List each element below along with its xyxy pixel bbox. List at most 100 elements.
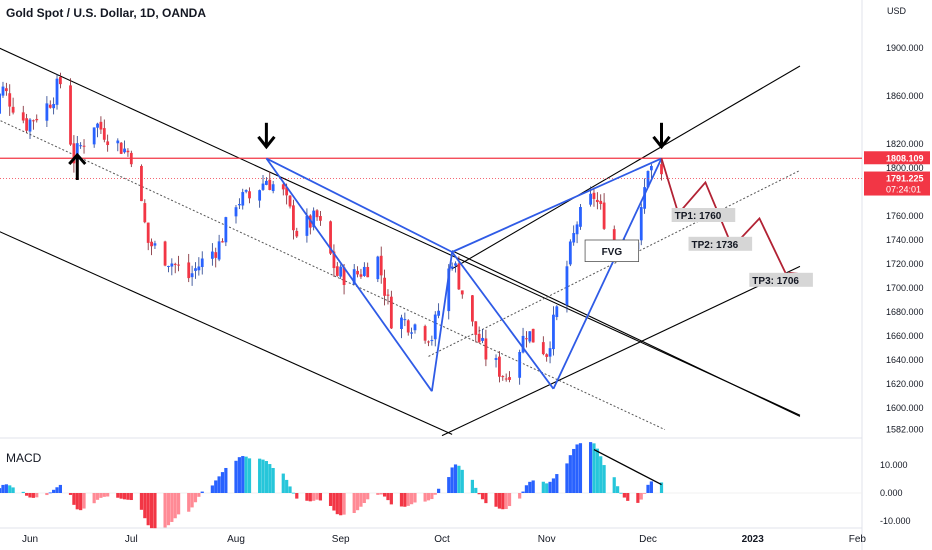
macd-histogram-bar: [25, 493, 29, 496]
y-tick-label: 1760.000: [886, 211, 924, 221]
candle-body: [646, 171, 650, 188]
trend-channel-line: [451, 250, 801, 417]
macd-histogram-bar: [518, 493, 522, 499]
candle-body: [552, 314, 555, 350]
candle-body: [376, 256, 380, 280]
candle-body: [457, 263, 461, 290]
macd-histogram-bar: [106, 493, 110, 497]
macd-histogram-bar: [501, 493, 505, 510]
macd-histogram-bar: [643, 493, 647, 494]
macd-histogram-bar: [494, 493, 498, 507]
current-price-label: 1791.225: [886, 174, 924, 184]
candle-body: [525, 338, 528, 340]
y-tick-label: 1860.000: [886, 91, 924, 101]
macd-histogram-bar: [639, 493, 643, 500]
y-tick-label: 1680.000: [886, 307, 924, 317]
macd-histogram-bar: [129, 493, 133, 501]
macd-histogram-bar: [413, 493, 417, 503]
candle-body: [639, 207, 643, 241]
macd-histogram-bar: [318, 493, 323, 501]
macd-histogram-bar: [102, 493, 106, 497]
candle-body: [72, 143, 76, 164]
macd-histogram-bar: [568, 455, 572, 493]
candle-body: [470, 295, 474, 322]
macd-histogram-bar: [612, 477, 616, 493]
candle-body: [423, 326, 427, 341]
macd-histogram-bar: [217, 476, 221, 493]
macd-histogram-bar: [649, 481, 653, 493]
macd-histogram-bar: [595, 448, 599, 493]
macd-histogram-bar: [430, 493, 434, 500]
macd-histogram-bar: [497, 493, 502, 509]
macd-histogram-bar: [477, 493, 481, 495]
candle-body: [82, 145, 86, 147]
candle-body: [248, 191, 251, 199]
candle-body: [481, 337, 484, 341]
macd-histogram-bar: [551, 478, 556, 493]
target-label: TP3: 1706: [752, 276, 799, 287]
macd-histogram-bar: [646, 484, 650, 493]
trend-channel-line: [0, 47, 801, 416]
macd-histogram-bar: [72, 493, 76, 505]
candle-body: [28, 119, 32, 132]
macd-histogram-bar: [659, 482, 664, 493]
candle-body: [79, 145, 83, 147]
candle-body: [386, 294, 390, 296]
macd-histogram-bar: [268, 464, 272, 493]
macd-histogram-bar: [450, 467, 454, 493]
macd-histogram-bar: [572, 448, 576, 493]
candle-body: [4, 88, 8, 92]
candle-body: [224, 217, 228, 243]
macd-histogram-bar: [619, 492, 623, 494]
candle-body: [31, 120, 35, 122]
channel-midline: [428, 169, 801, 357]
candle-body: [170, 263, 174, 267]
macd-histogram-bar: [616, 486, 620, 493]
candle-body: [119, 142, 123, 154]
macd-histogram-bar: [193, 493, 198, 503]
macd-histogram-bar: [355, 493, 360, 511]
macd-histogram-bar: [588, 442, 593, 493]
candle-body: [241, 192, 245, 206]
candle-body: [75, 143, 79, 162]
candle-body: [447, 268, 451, 312]
trend-channel-line: [451, 65, 801, 270]
candle-body: [649, 165, 653, 171]
macd-histogram-bar: [210, 485, 214, 493]
macd-histogram-bar: [602, 465, 606, 493]
current-price-badge: [864, 171, 930, 196]
candle-body: [264, 180, 268, 185]
candle-body: [116, 140, 120, 144]
macd-histogram-bar: [592, 443, 596, 493]
candle-body: [237, 204, 241, 206]
macd-histogram-bar: [261, 459, 265, 493]
candle-body: [599, 200, 603, 204]
macd-histogram-bar: [484, 493, 488, 504]
macd-histogram-bar: [116, 493, 120, 498]
macd-histogram-bar: [68, 493, 73, 495]
macd-histogram-bar: [521, 491, 525, 493]
macd-histogram-bar: [214, 480, 218, 493]
candle-body: [579, 207, 582, 227]
candle-body: [153, 243, 157, 246]
candle-body: [268, 179, 272, 190]
macd-histogram-bar: [170, 493, 174, 522]
macd-histogram-bar: [31, 493, 35, 498]
candle-body: [541, 342, 545, 355]
macd-histogram-bar: [457, 465, 461, 493]
target-label-bg: [671, 208, 736, 222]
harmonic-pattern-line: [552, 158, 663, 390]
candle-body: [102, 128, 106, 140]
candle-body: [450, 266, 454, 269]
macd-histogram-bar: [403, 493, 407, 507]
macd-histogram-bar: [52, 489, 56, 493]
y-tick-label: 1660.000: [886, 331, 924, 341]
candle-body: [518, 352, 522, 378]
macd-histogram-bar: [166, 493, 171, 526]
x-tick-label: Dec: [639, 534, 657, 545]
macd-histogram-bar: [545, 483, 549, 493]
macd-histogram-bar: [281, 473, 285, 493]
macd-histogram-bar: [315, 493, 319, 500]
candle-body: [271, 184, 275, 192]
macd-histogram-bar: [143, 493, 147, 519]
